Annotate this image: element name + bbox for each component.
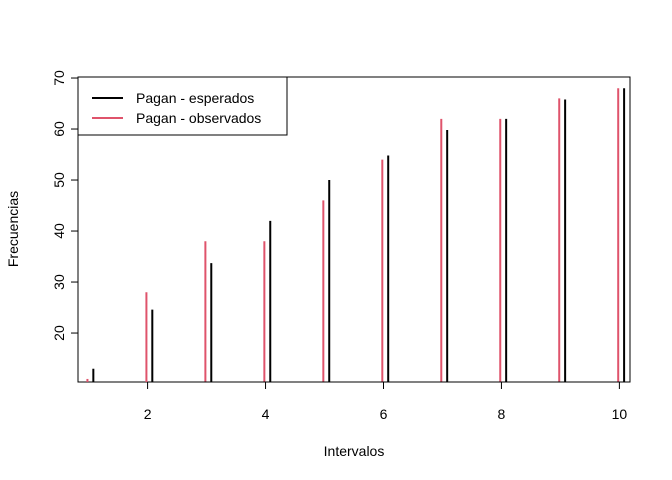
x-tick-label-8: 8 (498, 406, 506, 422)
x-tick-label-4: 4 (262, 406, 270, 422)
y-axis-title: Frecuencias (5, 191, 21, 267)
y-tick-label-60: 60 (51, 121, 67, 137)
x-axis: 2 4 6 8 10 (144, 381, 628, 422)
x-tick-label-10: 10 (612, 406, 628, 422)
legend-box (77, 76, 288, 136)
y-axis: 20 30 40 50 60 70 (51, 70, 79, 341)
y-tick-label-40: 40 (51, 223, 67, 239)
legend: Pagan - esperados Pagan - observados (77, 76, 288, 136)
x-tick-label-2: 2 (144, 406, 152, 422)
x-axis-title: Intervalos (324, 443, 385, 459)
legend-label-observados: Pagan - observados (136, 110, 261, 126)
y-tick-label-20: 20 (51, 325, 67, 341)
bars-layer (86, 88, 626, 383)
y-tick-label-50: 50 (51, 172, 67, 188)
legend-label-esperados: Pagan - esperados (136, 90, 254, 106)
y-tick-label-70: 70 (51, 70, 67, 86)
x-tick-label-6: 6 (380, 406, 388, 422)
y-tick-label-30: 30 (51, 274, 67, 290)
